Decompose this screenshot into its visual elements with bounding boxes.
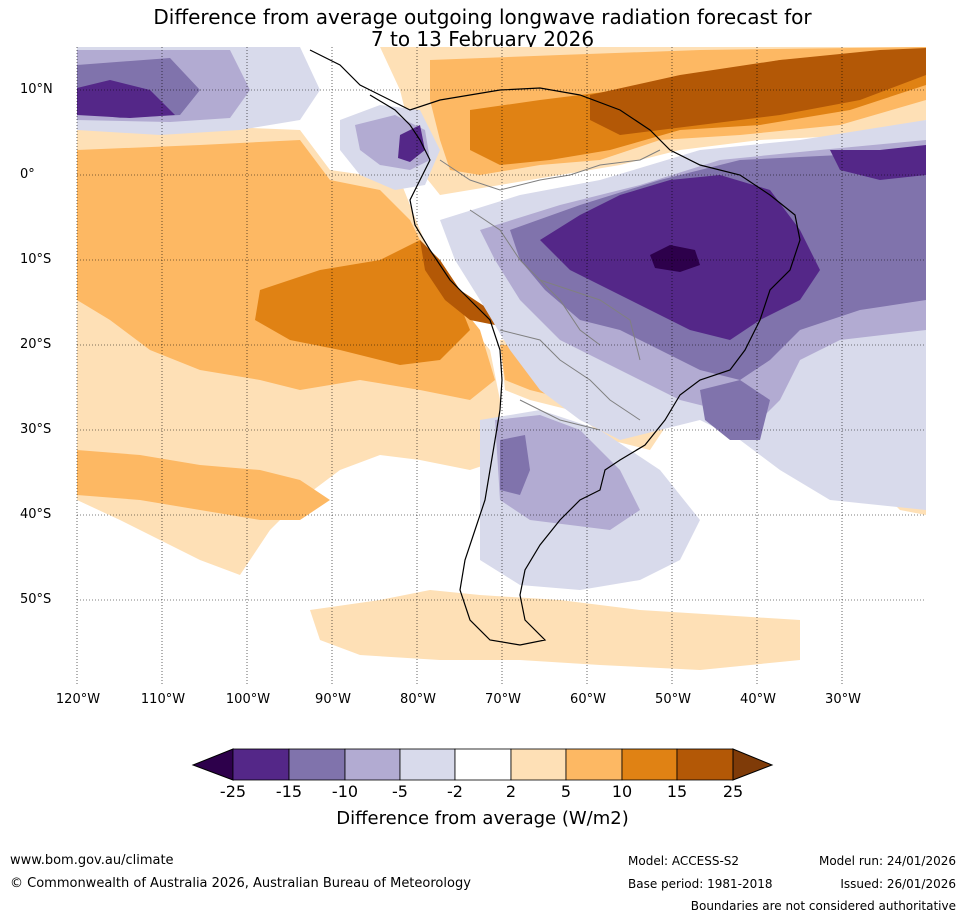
lat-label-0: 0° (20, 167, 35, 182)
lat-label-50s: 50°S (20, 592, 52, 607)
lon-label-30w: 30°W (825, 692, 861, 707)
colorbar-segment (288, 748, 346, 781)
issued-text: Issued: 26/01/2026 (840, 877, 956, 891)
lon-label-80w: 80°W (400, 692, 436, 707)
lon-label-70w: 70°W (485, 692, 521, 707)
anomaly-region (650, 245, 700, 272)
lon-label-40w: 40°W (740, 692, 776, 707)
gridlines (76, 47, 926, 686)
lat-label-10n: 10°N (20, 82, 53, 97)
anomaly-field (77, 47, 926, 686)
lon-label-60w: 60°W (570, 692, 606, 707)
lon-label-90w: 90°W (315, 692, 351, 707)
colorbar-tick: -2 (447, 782, 463, 801)
colorbar-tick: 15 (666, 782, 688, 801)
colorbar-segment (621, 748, 678, 781)
disclaimer-text: Boundaries are not considered authoritat… (690, 899, 956, 913)
lat-label-30s: 30°S (20, 422, 52, 437)
colorbar-tick: -25 (219, 782, 247, 801)
anomaly-region (255, 240, 470, 365)
anomaly-region (420, 240, 495, 325)
anomaly-region (700, 380, 770, 440)
map-title-line2: 7 to 13 February 2026 (370, 27, 595, 51)
lon-label-120w: 120°W (55, 692, 101, 707)
colorbar-tick: -5 (392, 782, 408, 801)
anomaly-region (495, 415, 640, 530)
lon-label-100w: 100°W (225, 692, 271, 707)
colorbar-segment (232, 748, 290, 781)
colorbar-tick: 2 (505, 782, 517, 801)
lon-label-110w: 110°W (140, 692, 186, 707)
model-text: Model: ACCESS-S2 (628, 854, 740, 868)
colorbar-min-arrow (191, 748, 234, 781)
model-run-text: Model run: 24/01/2026 (818, 854, 956, 868)
anomaly-region (590, 48, 926, 135)
anomaly-region (77, 80, 175, 118)
country-borders (439, 149, 661, 431)
colorbar-segment (565, 748, 623, 781)
colorbar-max-arrow (732, 748, 774, 781)
coastline (309, 49, 801, 646)
colorbar-tick: 5 (560, 782, 572, 801)
colorbar-segment (454, 748, 512, 781)
colorbar-tick: -10 (331, 782, 359, 801)
lat-label-10s: 10°S (20, 252, 52, 267)
colorbar (191, 748, 774, 781)
lat-label-20s: 20°S (20, 337, 52, 352)
colorbar-label: Difference from average (W/m2) (336, 808, 629, 829)
website-link[interactable]: www.bom.gov.au/climate (10, 853, 174, 868)
colorbar-tick: -15 (275, 782, 303, 801)
anomaly-region (398, 125, 425, 162)
colorbar-tick: 25 (722, 782, 744, 801)
colorbar-segment (399, 748, 456, 781)
colorbar-segment (344, 748, 401, 781)
colorbar-segment (676, 748, 734, 781)
anomaly-region (77, 450, 330, 520)
anomaly-region (500, 435, 530, 495)
lon-label-50w: 50°W (655, 692, 691, 707)
map-title-line1: Difference from average outgoing longwav… (153, 5, 812, 29)
anomaly-region (830, 145, 926, 180)
anomaly-region (310, 590, 800, 670)
colorbar-segment (510, 748, 567, 781)
base-period-text: Base period: 1981-2018 (628, 877, 773, 891)
lat-label-40s: 40°S (20, 507, 52, 522)
colorbar-tick: 10 (611, 782, 633, 801)
copyright-text: © Commonwealth of Australia 2026, Austra… (10, 876, 471, 891)
